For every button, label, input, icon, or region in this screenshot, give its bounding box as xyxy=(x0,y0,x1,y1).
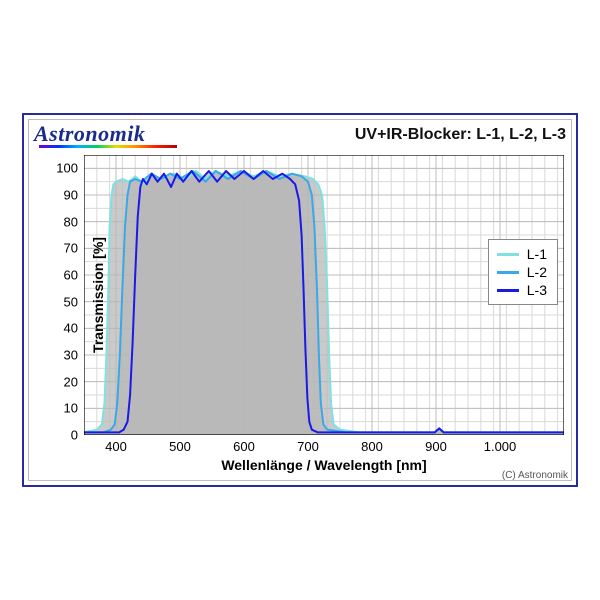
legend-label: L-2 xyxy=(527,263,547,281)
legend-label: L-1 xyxy=(527,245,547,263)
y-tick-label: 20 xyxy=(28,374,78,389)
x-tick-label: 600 xyxy=(233,439,255,454)
legend-row: L-1 xyxy=(497,245,547,263)
y-tick-label: 80 xyxy=(28,214,78,229)
y-tick-label: 60 xyxy=(28,268,78,283)
y-tick-label: 100 xyxy=(28,161,78,176)
x-tick-label: 500 xyxy=(169,439,191,454)
legend-row: L-3 xyxy=(497,281,547,299)
x-tick-label: 400 xyxy=(105,439,127,454)
x-tick-label: 1.000 xyxy=(484,439,517,454)
header: Astronomik UV+IR-Blocker: L-1, L-2, L-3 xyxy=(34,121,566,149)
copyright: (C) Astronomik xyxy=(502,470,568,481)
spectrum-underline xyxy=(39,145,177,148)
x-axis-title: Wellenlänge / Wavelength [nm] xyxy=(84,457,564,473)
logo-text: Astronomik xyxy=(34,123,145,145)
y-tick-label: 50 xyxy=(28,294,78,309)
y-tick-label: 90 xyxy=(28,188,78,203)
logo: Astronomik xyxy=(34,123,177,148)
y-tick-label: 10 xyxy=(28,401,78,416)
image-root: Astronomik UV+IR-Blocker: L-1, L-2, L-3 … xyxy=(0,0,600,600)
x-tick-label: 800 xyxy=(361,439,383,454)
chart-title: UV+IR-Blocker: L-1, L-2, L-3 xyxy=(355,126,566,144)
plot-area: 0102030405060708090100 40050060070080090… xyxy=(84,155,564,435)
y-axis-title: Transmission [%] xyxy=(90,237,106,353)
x-tick-label: 900 xyxy=(425,439,447,454)
legend-label: L-3 xyxy=(527,281,547,299)
legend: L-1L-2L-3 xyxy=(488,239,558,305)
y-tick-label: 30 xyxy=(28,348,78,363)
y-tick-label: 0 xyxy=(28,428,78,443)
chart-frame: Astronomik UV+IR-Blocker: L-1, L-2, L-3 … xyxy=(22,113,578,487)
y-tick-label: 40 xyxy=(28,321,78,336)
x-tick-label: 700 xyxy=(297,439,319,454)
y-tick-label: 70 xyxy=(28,241,78,256)
legend-swatch xyxy=(497,271,519,274)
legend-swatch xyxy=(497,289,519,292)
legend-swatch xyxy=(497,253,519,256)
legend-row: L-2 xyxy=(497,263,547,281)
